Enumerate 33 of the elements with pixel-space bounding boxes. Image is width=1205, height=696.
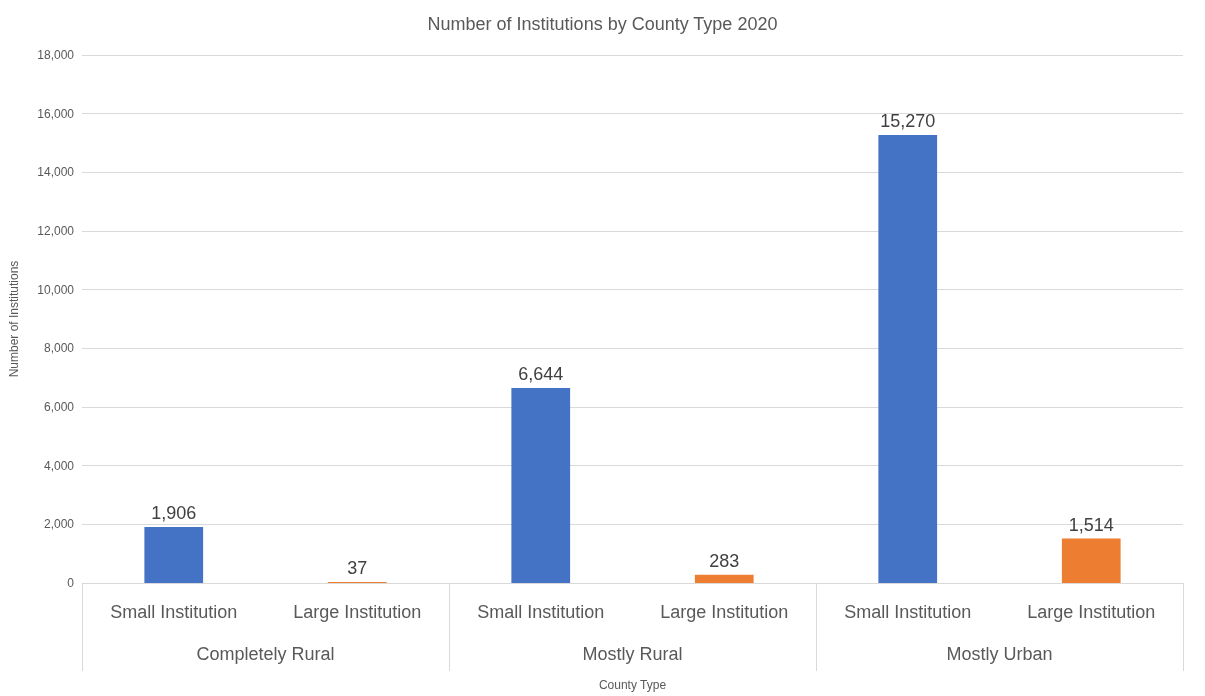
chart-title: Number of Institutions by County Type 2020: [427, 14, 778, 34]
y-tick-label: 0: [67, 576, 75, 590]
y-axis-title: Number of Institutions: [7, 260, 21, 378]
data-label: 6,644: [518, 364, 564, 385]
data-label: 1,906: [151, 503, 197, 524]
x-tick-label: Mostly Rural: [582, 644, 683, 664]
series-label: Large Institution: [293, 602, 422, 622]
bar: [511, 388, 571, 583]
y-tick-label: 8,000: [43, 341, 75, 356]
series-label: Small Institution: [110, 602, 238, 622]
y-tick-label: 2,000: [43, 517, 75, 532]
y-tick-label: 12,000: [37, 224, 75, 238]
text: Small Institution: [844, 602, 972, 622]
bar: [694, 574, 754, 583]
y-tick-label: 18,000: [37, 48, 75, 62]
bar: [1061, 538, 1121, 583]
text: Large Institution: [660, 602, 789, 622]
y-tick-label: 4,000: [43, 458, 75, 473]
x-tick-label: Completely Rural: [196, 644, 335, 664]
y-tick-label: 16,000: [37, 106, 75, 121]
data-label: 15,270: [880, 111, 936, 132]
data-label: 283: [709, 550, 740, 571]
bar: [144, 527, 204, 583]
y-tick-label: 14,000: [37, 165, 75, 180]
bar: [878, 135, 938, 583]
data-label: 37: [347, 557, 368, 578]
y-tick-label: 10,000: [37, 282, 75, 297]
data-label: 1,514: [1068, 514, 1114, 535]
x-tick-label: Mostly Urban: [946, 644, 1053, 664]
text: Large Institution: [1027, 602, 1156, 622]
y-tick-label: 6,000: [43, 400, 75, 414]
x-axis-title: County Type: [598, 678, 667, 692]
text: Small Institution: [477, 602, 605, 622]
